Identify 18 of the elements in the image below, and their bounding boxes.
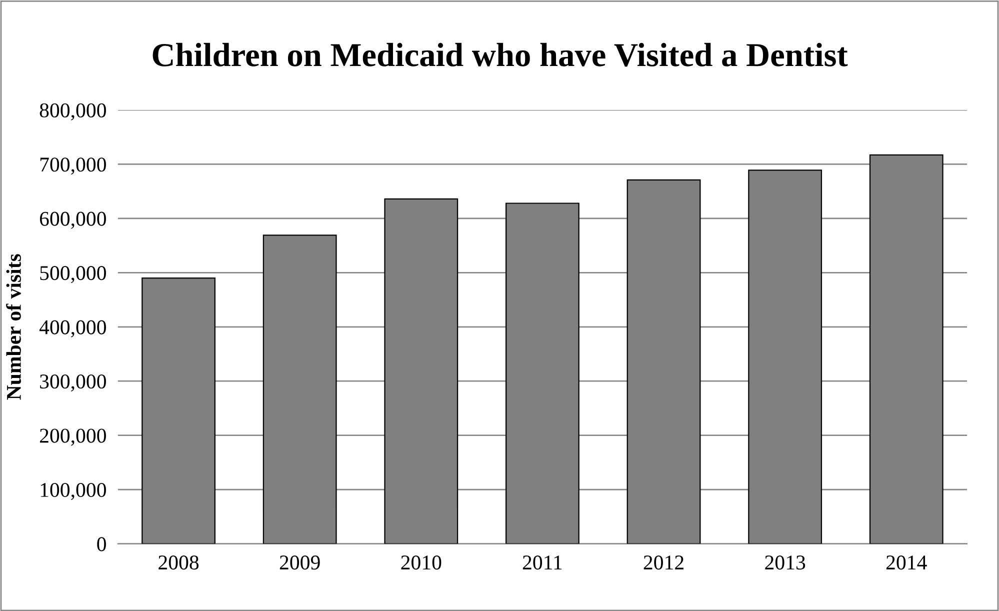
y-tick-label: 700,000 xyxy=(40,158,106,175)
y-axis-title: Number of visits xyxy=(6,254,21,400)
x-tick-label: 2011 xyxy=(522,556,562,570)
x-tick-label: 2008 xyxy=(158,556,199,570)
x-tick-label: 2013 xyxy=(765,556,806,570)
y-tick-label: 400,000 xyxy=(39,320,106,338)
y-tick-label: 100,000 xyxy=(40,482,106,500)
x-tick-label: 2014 xyxy=(886,556,927,570)
y-tick-label: 0 xyxy=(97,537,106,552)
y-tick-label: 600,000 xyxy=(40,212,106,229)
x-tick-label: 2012 xyxy=(644,556,684,570)
x-tick-label: 2010 xyxy=(401,556,442,570)
y-tick-label: 300,000 xyxy=(40,374,106,392)
y-tick-label: 500,000 xyxy=(40,266,106,284)
y-tick-label: 800,000 xyxy=(40,103,106,120)
x-tick-label: 2009 xyxy=(280,556,320,570)
y-tick-label: 200,000 xyxy=(40,428,106,446)
chart-title: Children on Medicaid who have Visited a Dentist xyxy=(152,42,848,67)
